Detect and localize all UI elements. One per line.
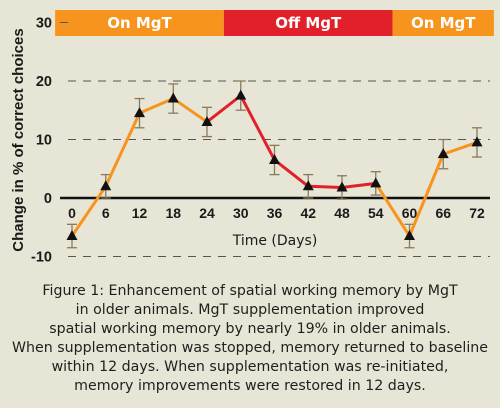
series-line-segment — [138, 97, 175, 115]
data-point — [269, 153, 280, 164]
phase-band — [223, 10, 393, 36]
phase-label: On MgT — [411, 14, 476, 32]
data-point — [100, 180, 112, 191]
data-point — [302, 180, 314, 191]
phase-band — [392, 10, 494, 36]
data-point — [404, 230, 415, 241]
data-point — [134, 107, 145, 118]
caption-line: in older animals. MgT supplementation im… — [75, 302, 425, 318]
caption-line: spatial working memory by nearly 19% in … — [49, 321, 451, 337]
data-point — [370, 177, 382, 188]
x-tick-label: 24 — [199, 205, 215, 221]
x-tick-label: 54 — [368, 205, 384, 221]
x-tick-label: 60 — [402, 205, 418, 221]
series-line-segment — [104, 111, 141, 188]
data-point — [201, 115, 213, 126]
series-line-segment — [205, 94, 243, 124]
series-line-segment — [408, 152, 445, 238]
x-axis-label: Time (Days) — [232, 233, 318, 249]
y-tick-label: 10 — [36, 133, 52, 149]
x-tick-label: 12 — [132, 205, 148, 221]
series-line-segment — [70, 184, 108, 238]
series-line-segment — [441, 140, 479, 156]
y-tick-label: -10 — [31, 250, 52, 266]
caption-line: memory improvements were restored in 12 … — [74, 378, 426, 394]
x-tick-label: 66 — [435, 205, 451, 221]
phase-label: Off MgT — [275, 14, 342, 32]
phase-label: On MgT — [107, 14, 172, 32]
x-tick-label: 42 — [300, 205, 316, 221]
series-line-segment — [273, 158, 310, 188]
figure-caption: Figure 1: Enhancement of spatial working… — [0, 282, 500, 396]
phase-band — [55, 10, 224, 36]
x-tick-label: 6 — [102, 205, 110, 221]
y-tick-label: 0 — [44, 191, 52, 207]
x-tick-label: 30 — [233, 205, 249, 221]
caption-line: within 12 days. When supplementation was… — [51, 359, 449, 375]
data-point — [66, 230, 78, 241]
series-line-segment — [374, 181, 411, 238]
series-line-segment — [306, 184, 344, 189]
series-line-segment — [340, 181, 378, 189]
y-axis-label: Change in % of correct choices — [10, 28, 27, 251]
x-tick-label: 18 — [165, 205, 181, 221]
x-tick-label: 72 — [469, 205, 485, 221]
x-tick-label: 0 — [68, 205, 76, 221]
caption-line: Figure 1: Enhancement of spatial working… — [42, 283, 458, 299]
caption-line: When supplementation was stopped, memory… — [12, 340, 488, 356]
data-point — [336, 181, 348, 192]
y-tick-label: 30 — [36, 16, 52, 32]
series-line-segment — [171, 97, 209, 124]
data-point — [235, 89, 247, 100]
x-tick-label: 36 — [267, 205, 283, 221]
series-line-segment — [239, 94, 276, 162]
data-point — [437, 148, 449, 159]
data-point — [167, 92, 179, 103]
x-tick-label: 48 — [334, 205, 350, 221]
y-tick-label: 20 — [36, 74, 52, 90]
data-point — [471, 136, 483, 147]
